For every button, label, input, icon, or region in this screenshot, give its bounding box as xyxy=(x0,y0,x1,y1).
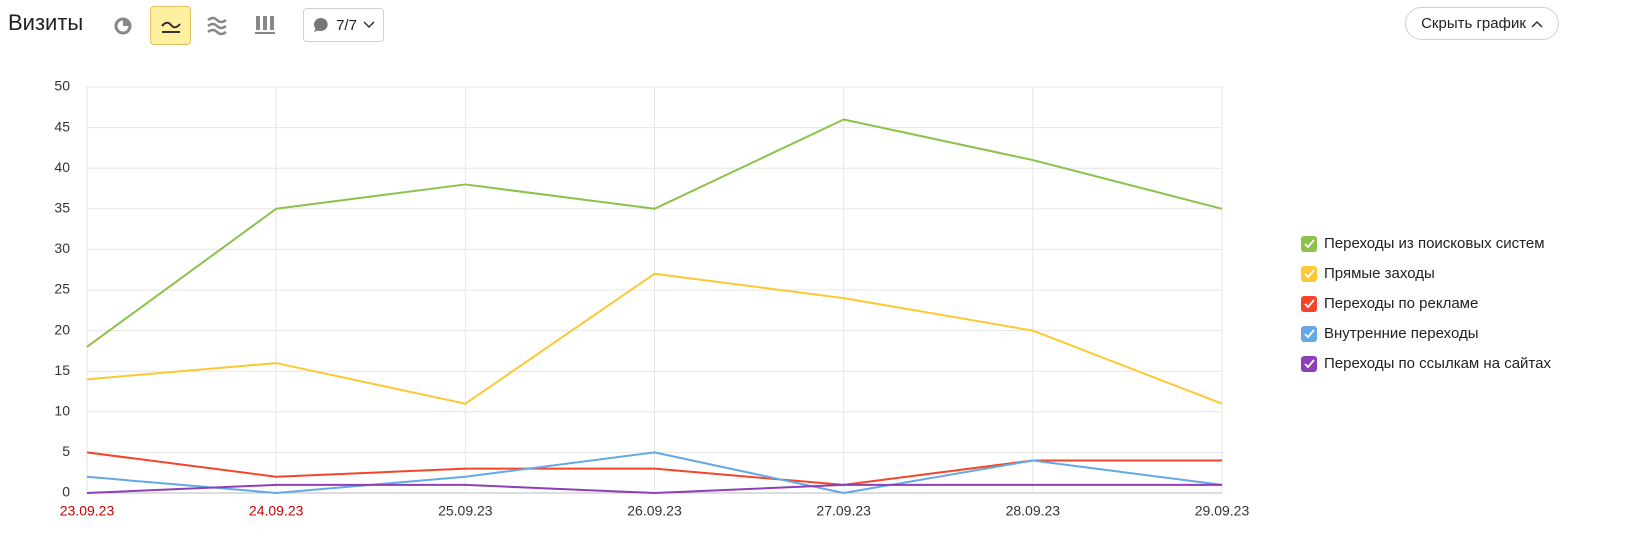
legend-item[interactable]: Внутренние переходы xyxy=(1301,325,1479,342)
comment-icon xyxy=(314,18,328,32)
x-tick-label: 23.09.23 xyxy=(60,503,115,519)
y-tick-label: 20 xyxy=(54,321,70,337)
y-tick-label: 45 xyxy=(54,118,70,134)
line-icon xyxy=(160,21,181,33)
legend-item[interactable]: Переходы по рекламе xyxy=(1301,295,1478,312)
series-line xyxy=(86,483,1222,494)
x-tick-label: 24.09.23 xyxy=(249,503,304,519)
legend-label: Переходы по рекламе xyxy=(1324,295,1478,312)
series-line xyxy=(86,272,1223,405)
comments-button[interactable]: 7/7 xyxy=(303,8,384,42)
series-line xyxy=(86,118,1223,348)
x-tick-label: 26.09.23 xyxy=(627,503,682,519)
series-line xyxy=(86,451,1223,494)
y-tick-label: 35 xyxy=(54,200,70,216)
legend-label: Прямые заходы xyxy=(1324,265,1435,282)
legend-check xyxy=(1304,239,1315,249)
y-tick-label: 30 xyxy=(54,240,70,256)
y-tick-label: 40 xyxy=(54,159,70,175)
legend-label: Переходы по ссылкам на сайтах xyxy=(1324,355,1551,372)
legend-checkbox xyxy=(1301,356,1317,372)
y-tick-label: 50 xyxy=(54,78,70,94)
x-tick-label: 27.09.23 xyxy=(816,503,871,519)
comments-count: 7/7 xyxy=(336,16,357,34)
x-tick-label: 29.09.23 xyxy=(1195,503,1250,519)
line-view-button[interactable] xyxy=(150,6,191,45)
legend-check xyxy=(1304,329,1315,339)
y-tick-label: 25 xyxy=(54,281,70,297)
legend-item[interactable]: Переходы из поисковых систем xyxy=(1301,235,1545,252)
y-tick-label: 15 xyxy=(54,362,70,378)
legend-checkbox xyxy=(1301,296,1317,312)
chevron-down xyxy=(363,21,375,29)
hide-chart-label: Скрыть график xyxy=(1421,15,1526,32)
hide-chart-button[interactable]: Скрыть график xyxy=(1405,7,1559,40)
legend-label: Внутренние переходы xyxy=(1324,325,1479,342)
page-title: Визиты xyxy=(8,10,84,35)
y-tick-label: 10 xyxy=(54,403,70,419)
chevron-up xyxy=(1531,20,1543,28)
legend-label: Переходы из поисковых систем xyxy=(1324,235,1545,252)
legend-checkbox xyxy=(1301,266,1317,282)
legend-checkbox xyxy=(1301,236,1317,252)
y-tick-label: 0 xyxy=(62,484,70,500)
pie-view-button[interactable] xyxy=(110,12,136,38)
legend-checkbox xyxy=(1301,326,1317,342)
legend-item[interactable]: Переходы по ссылкам на сайтах xyxy=(1301,355,1551,372)
area-view-button[interactable] xyxy=(205,14,229,38)
legend-check xyxy=(1304,269,1315,279)
legend-check xyxy=(1304,359,1315,369)
x-tick-label: 25.09.23 xyxy=(438,503,493,519)
x-tick-label: 28.09.23 xyxy=(1006,503,1061,519)
bar-view-button[interactable] xyxy=(253,12,277,36)
y-tick-label: 5 xyxy=(62,443,70,459)
legend-check xyxy=(1304,299,1315,309)
legend-item[interactable]: Прямые заходы xyxy=(1301,265,1435,282)
